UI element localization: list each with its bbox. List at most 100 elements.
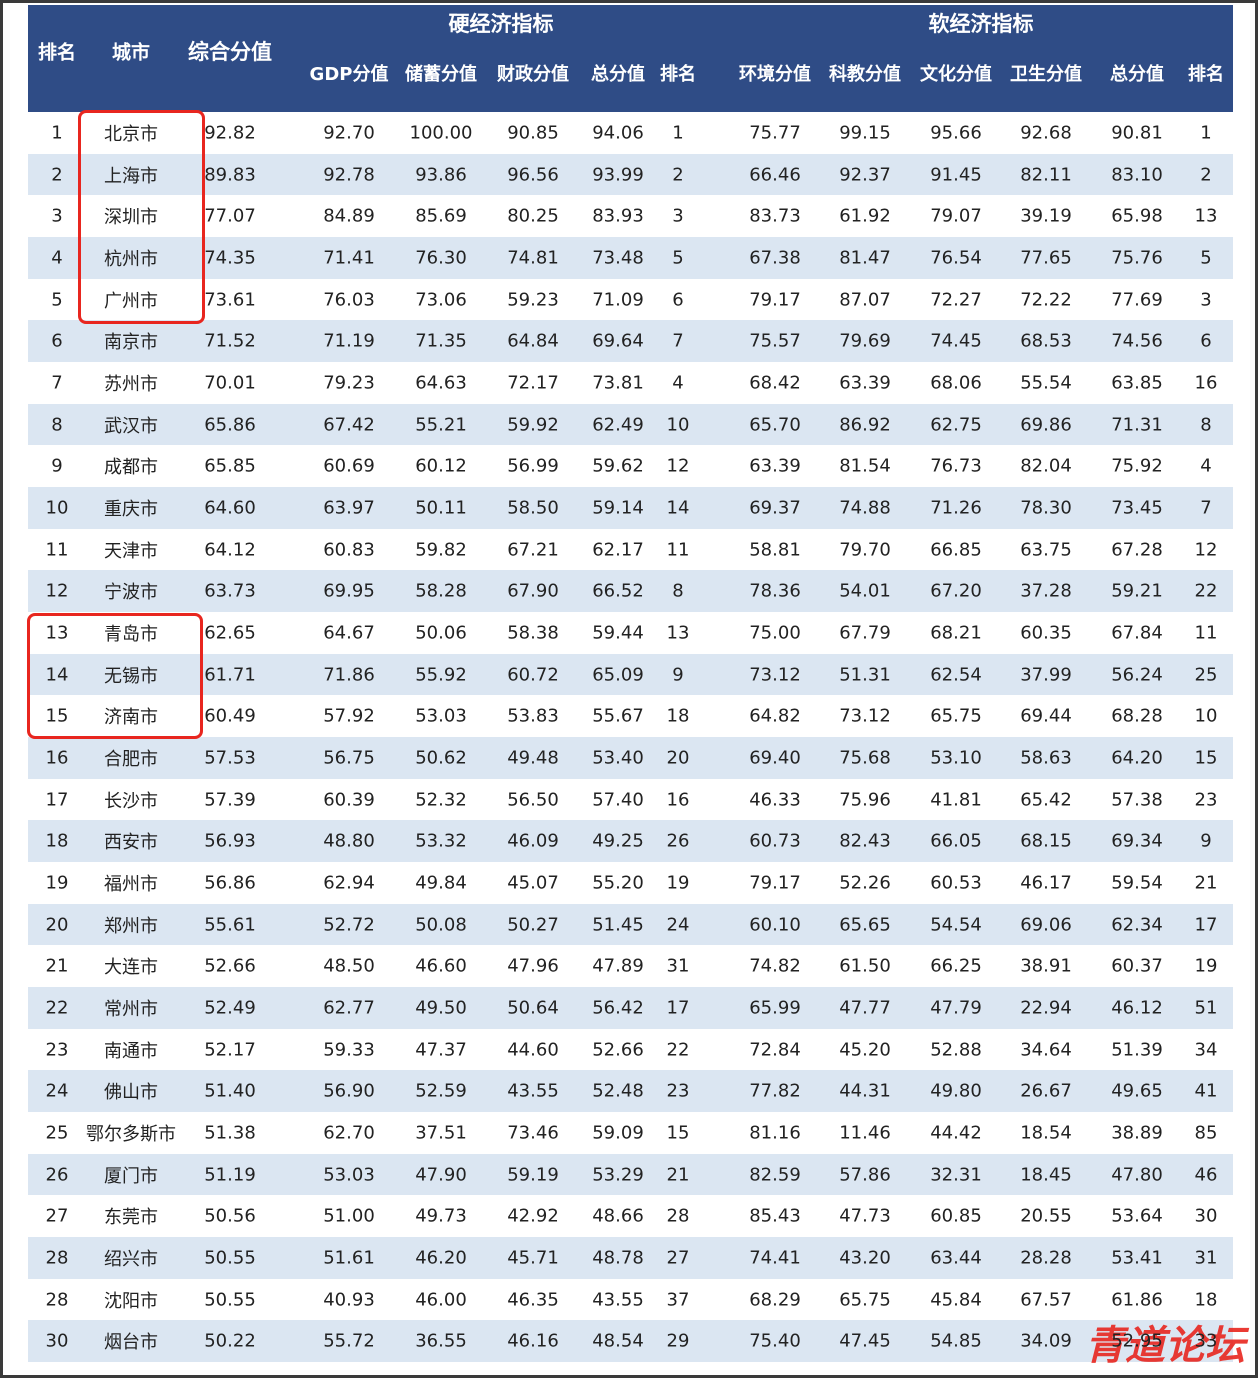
table-cell: 合肥市	[104, 748, 158, 770]
table-cell: 51.40	[204, 1080, 256, 1102]
table-row	[28, 528, 1233, 571]
table-cell: 52.95	[1111, 1330, 1163, 1352]
table-cell: 46.35	[507, 1289, 559, 1311]
table-cell: 18.54	[1020, 1122, 1072, 1144]
table-cell: 71.86	[323, 664, 375, 686]
table-cell: 58.28	[415, 580, 467, 602]
table-cell: 1	[51, 122, 63, 144]
table-cell: 10	[45, 497, 69, 519]
table-cell: 82.59	[749, 1164, 801, 1186]
table-cell: 50.62	[415, 747, 467, 769]
table-cell: 55.20	[592, 872, 644, 894]
table-cell: 53.03	[323, 1164, 375, 1186]
table-cell: 69.44	[1020, 705, 1072, 727]
table-cell: 75.40	[749, 1330, 801, 1352]
table-cell: 63.39	[839, 372, 891, 394]
table-cell: 厦门市	[104, 1165, 158, 1187]
table-cell: 46.17	[1020, 872, 1072, 894]
table-cell: 55.21	[415, 414, 467, 436]
table-cell: 63.39	[749, 455, 801, 477]
table-cell: 71.41	[323, 247, 375, 269]
header-cell: 排名	[37, 41, 77, 64]
table-cell: 79.70	[839, 539, 891, 561]
table-cell: 34.09	[1020, 1330, 1072, 1352]
table-cell: 60.37	[1111, 955, 1163, 977]
table-cell: 济南市	[104, 707, 158, 729]
table-cell: 44.60	[507, 1039, 559, 1061]
table-cell: 64.82	[749, 705, 801, 727]
table-cell: 62.65	[204, 622, 256, 644]
table-cell: 69.95	[323, 580, 375, 602]
table-cell: 75.77	[749, 122, 801, 144]
header-cell: GDP分值	[309, 64, 389, 85]
table-cell: 90.81	[1111, 122, 1163, 144]
table-cell: 49.25	[592, 830, 644, 852]
table-cell: 73.06	[415, 289, 467, 310]
table-cell: 79.17	[749, 872, 801, 894]
table-cell: 2	[672, 164, 684, 185]
table-cell: 59.92	[507, 414, 559, 436]
table-row	[28, 1153, 1233, 1196]
table-cell: 30	[45, 1330, 69, 1352]
table-cell: 48.80	[323, 830, 375, 852]
table-row	[28, 1237, 1233, 1279]
table-cell: 51.45	[592, 914, 644, 936]
table-cell: 56.24	[1111, 664, 1163, 686]
table-cell: 55.72	[323, 1330, 375, 1352]
table-cell: 61.92	[839, 205, 891, 227]
table-cell: 64.84	[507, 330, 559, 352]
table-cell: 51.38	[204, 1122, 256, 1144]
table-cell: 5	[672, 247, 684, 269]
table-row	[28, 778, 1233, 821]
table-cell: 南通市	[104, 1040, 158, 1062]
table-cell: 28	[45, 1289, 69, 1311]
table-cell: 65.86	[204, 414, 256, 436]
table-cell: 65.85	[204, 455, 256, 477]
table-cell: 60.69	[323, 455, 375, 477]
table-cell: 50.64	[507, 997, 559, 1019]
header-cell: 储蓄分值	[405, 64, 477, 85]
table-cell: 22	[666, 1039, 690, 1061]
table-cell: 68.29	[749, 1289, 801, 1311]
table-cell: 75.96	[839, 789, 891, 811]
table-cell: 46.33	[749, 789, 801, 811]
table-cell: 77.82	[749, 1080, 801, 1102]
table-cell: 1	[672, 122, 684, 144]
table-cell: 53.40	[592, 747, 644, 769]
table-cell: 14	[666, 497, 690, 519]
table-cell: 49.84	[415, 872, 467, 894]
table-cell: 99.15	[839, 122, 891, 144]
table-cell: 68.53	[1020, 330, 1072, 352]
table-cell: 41	[1194, 1080, 1218, 1102]
table-cell: 46.12	[1111, 997, 1163, 1019]
table-cell: 4	[672, 372, 684, 394]
table-cell: 6	[51, 330, 63, 352]
table-cell: 69.86	[1020, 414, 1072, 436]
table-cell: 37.51	[415, 1122, 467, 1144]
table-cell: 大连市	[104, 957, 158, 979]
table-cell: 杭州市	[104, 248, 158, 270]
table-cell: 23	[45, 1039, 69, 1061]
table-cell: 74.82	[749, 955, 801, 977]
table-row	[28, 278, 1233, 321]
table-cell: 93.99	[592, 164, 644, 185]
table-cell: 19	[666, 872, 690, 894]
table-cell: 71.31	[1111, 414, 1163, 436]
highlight-box	[78, 110, 205, 324]
table-cell: 53.32	[415, 830, 467, 852]
table-cell: 46.60	[415, 955, 467, 977]
table-row	[28, 695, 1233, 738]
table-cell: 62.54	[930, 664, 982, 686]
table-cell: 51.61	[323, 1247, 375, 1269]
table-cell: 59.21	[1111, 580, 1163, 602]
table-cell: 59.09	[592, 1122, 644, 1144]
table-cell: 13	[666, 622, 690, 644]
table-row	[28, 487, 1233, 529]
table-row	[28, 1028, 1233, 1071]
table-cell: 苏州市	[104, 373, 158, 395]
table-cell: 91.45	[930, 164, 982, 185]
table-cell: 31	[1194, 1247, 1218, 1269]
table-cell: 74.56	[1111, 330, 1163, 352]
table-cell: 63.73	[204, 580, 256, 602]
table-cell: 长沙市	[104, 790, 158, 812]
